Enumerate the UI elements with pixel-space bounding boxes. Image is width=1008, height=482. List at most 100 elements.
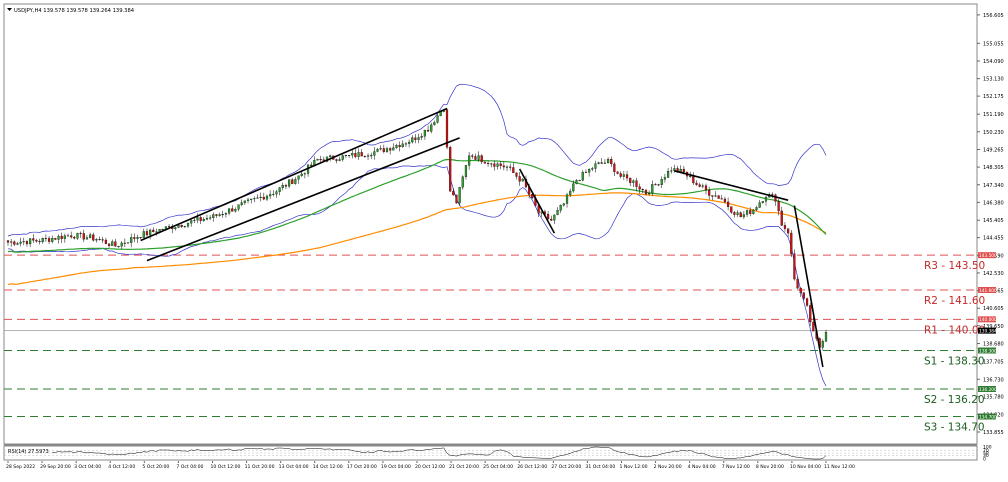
candle-body (265, 195, 269, 200)
price-tick-label: 147.340 (983, 183, 1004, 189)
time-tick-label: 2 Nov 20:00 (654, 464, 682, 470)
candle-body (496, 163, 499, 167)
candle-body (449, 147, 452, 192)
candle-body (673, 168, 676, 171)
trendline (140, 107, 448, 242)
level-price-tag (978, 287, 996, 293)
price-tick-label: 150.230 (983, 130, 1004, 136)
candle-body (572, 183, 575, 192)
candle-body (546, 214, 550, 220)
time-tick-label: 17 Oct 20:00 (347, 464, 377, 470)
time-tick-label: 10 Nov 04:00 (790, 464, 821, 470)
candle-body (123, 242, 126, 244)
candle-body (714, 195, 717, 197)
candle-body (430, 124, 433, 132)
candle-body (799, 287, 802, 293)
candle-body (57, 235, 60, 240)
candle-body (190, 220, 193, 224)
candle-body (654, 184, 657, 186)
candle-body (635, 180, 638, 187)
candle-body (35, 240, 38, 242)
candle-body (787, 228, 790, 234)
current-price-tag-text: 139.384 (979, 328, 997, 334)
trendline (674, 170, 789, 201)
candle-body (739, 212, 742, 218)
candle-body (550, 218, 553, 221)
candle-body (297, 175, 300, 180)
candle-body (319, 159, 322, 161)
price-tick-label: 136.730 (983, 377, 1004, 383)
candle-body (38, 241, 41, 243)
candle-body (619, 173, 622, 177)
price-tick-label: 146.380 (983, 200, 1004, 206)
candle-body (117, 246, 120, 248)
dropdown-arrow-icon[interactable] (7, 8, 12, 11)
candle-body (180, 225, 183, 227)
candle-body (774, 194, 777, 202)
candle-body (622, 174, 625, 177)
lower-band-line (7, 164, 827, 387)
candle-body (259, 196, 262, 198)
candle-body (591, 168, 594, 170)
candle-body (632, 180, 635, 183)
candle-body (695, 182, 698, 185)
candle-body (730, 206, 733, 213)
candle-body (126, 242, 130, 244)
trendlines (140, 107, 824, 368)
time-tick-label: 10 Oct 12:00 (211, 464, 241, 470)
candle-body (272, 193, 275, 195)
candle-body (657, 184, 660, 186)
time-tick-label: 13 Oct 04:00 (279, 464, 309, 470)
time-tick-label: 11 Oct 20:00 (245, 464, 275, 470)
candle-body (89, 234, 92, 238)
candle-body (471, 155, 474, 157)
candle-body (376, 148, 379, 152)
candle-body (16, 243, 19, 245)
time-tick-label: 4 Nov 04:00 (688, 464, 716, 470)
candle-body (281, 185, 284, 188)
time-axis: 28 Sep 2022 29 Sep 20:00 3 Oct 04:00 4 Oct … (6, 461, 855, 470)
time-tick-label: 14 Oct 12:00 (313, 464, 343, 470)
price-tick-label: 148.305 (983, 165, 1004, 171)
candle-body (584, 171, 588, 173)
candle-body (341, 155, 344, 160)
price-tick-label: 156.605 (983, 13, 1004, 19)
candle-body (704, 185, 708, 191)
candle-body (218, 214, 221, 216)
candle-body (600, 162, 603, 164)
candle-body (149, 229, 152, 236)
candle-body (167, 226, 171, 228)
candle-body (22, 241, 25, 243)
candle-body (452, 191, 455, 196)
level-price-tag (978, 347, 996, 354)
candle-body (262, 196, 265, 200)
candle-body (641, 189, 644, 191)
candle-body (613, 163, 616, 173)
rsi-tick-label: 100 (983, 445, 992, 451)
candle-body (92, 234, 95, 241)
price-tick-label: 151.190 (983, 112, 1004, 118)
candle-body (821, 341, 824, 348)
candle-body (389, 148, 392, 151)
candle-body (227, 208, 231, 214)
candle-body (648, 193, 651, 195)
main-plot-frame (3, 3, 978, 446)
candle-body (758, 202, 761, 208)
fast-ma-line (7, 158, 827, 253)
current-price-tag (978, 327, 996, 334)
candle-body (366, 155, 370, 157)
candle-body (54, 238, 57, 240)
candle-body (414, 137, 417, 140)
candle-body (300, 173, 303, 176)
candle-body (95, 239, 98, 241)
candle-body (130, 237, 133, 243)
candle-body (733, 212, 736, 215)
candle-body (111, 241, 114, 246)
candle-body (193, 219, 196, 221)
candle-body (145, 231, 149, 236)
candle-body (749, 210, 752, 214)
candle-body (575, 180, 578, 184)
candle-body (420, 136, 423, 138)
candle-body (231, 208, 234, 212)
